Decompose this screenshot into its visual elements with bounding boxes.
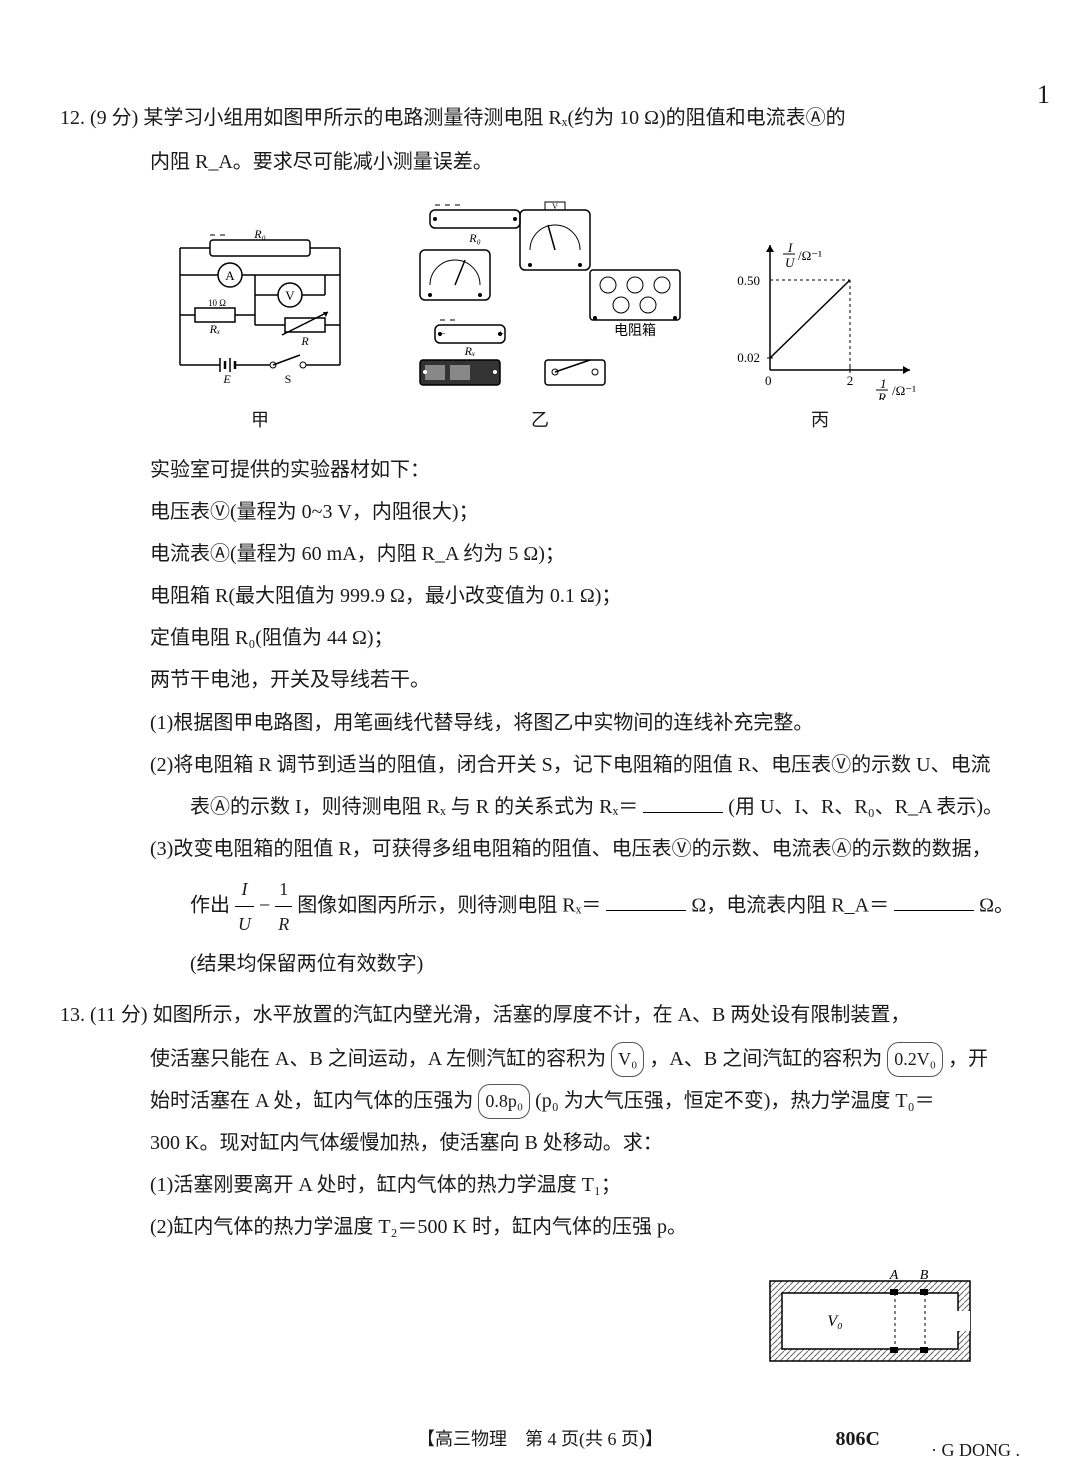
figure-b: R₀ V 电阻箱 — [390, 200, 690, 432]
q13-number: 13. — [60, 1004, 85, 1026]
blank-ra-value — [894, 891, 974, 911]
q12-intro-line2: 内阻 R_A。要求尽可能减小测量误差。 — [60, 144, 1020, 180]
sub3-text-a: 作出 — [190, 894, 235, 916]
circled-v0: V₀ — [611, 1042, 644, 1076]
svg-text:电阻箱: 电阻箱 — [614, 323, 656, 339]
figure-a: R₀ A V 10 Ω Rₓ — [160, 230, 360, 432]
svg-text:0.50: 0.50 — [737, 273, 760, 288]
footer-code: 806C — [836, 1428, 880, 1451]
q13-l3: 始时活塞在 A 处，缸内气体的压强为 0.8p₀ (p₀ 为大气压强，恒定不变)… — [60, 1083, 1020, 1119]
svg-text:V₀: V₀ — [827, 1313, 842, 1330]
svg-text:0: 0 — [765, 373, 772, 388]
q12-sub2-l2: 表Ⓐ的示数 I，则待测电阻 Rₓ 与 R 的关系式为 Rₓ＝ (用 U、I、R、… — [60, 788, 1020, 826]
q12-intro-line1: 某学习小组用如图甲所示的电路测量待测电阻 Rₓ(约为 10 Ω)的阻值和电流表Ⓐ… — [143, 107, 845, 129]
q12-sub3-l3: (结果均保留两位有效数字) — [60, 945, 1020, 983]
blank-rx-formula — [643, 793, 723, 813]
cylinder-diagram-icon: A B V₀ — [760, 1261, 980, 1371]
q12-points: (9 分) — [90, 107, 138, 129]
svg-text:R₀: R₀ — [468, 231, 481, 245]
app5: 两节干电池，开关及导线若干。 — [60, 662, 1020, 698]
q13-figure: A B V₀ — [760, 1261, 980, 1377]
svg-text:0.02: 0.02 — [737, 350, 760, 365]
svg-text:S: S — [285, 372, 292, 386]
fig-b-label: 乙 — [390, 406, 690, 432]
svg-text:Rₓ: Rₓ — [464, 344, 476, 358]
page-marker: 1 — [1037, 80, 1050, 110]
svg-text:10 Ω: 10 Ω — [208, 298, 226, 308]
q12-sub1: (1)根据图甲电路图，用笔画线代替导线，将图乙中实物间的连线补充完整。 — [60, 704, 1020, 742]
app4: 定值电阻 R₀(阻值为 44 Ω)； — [60, 620, 1020, 656]
fig-c-label: 丙 — [720, 406, 920, 432]
svg-text:E: E — [222, 372, 231, 386]
svg-text:U: U — [785, 255, 796, 270]
sub3-text-b: 图像如图丙所示，则待测电阻 Rₓ＝ — [297, 894, 601, 916]
svg-text:Rₓ: Rₓ — [209, 322, 221, 336]
app3: 电阻箱 R(最大阻值为 999.9 Ω，最小改变值为 0.1 Ω)； — [60, 578, 1020, 614]
sub2-text-b: (用 U、I、R、R₀、R_A 表示)。 — [728, 796, 1003, 818]
circled-08p0: 0.8p₀ — [478, 1084, 530, 1118]
q12-sub3-l1: (3)改变电阻箱的阻值 R，可获得多组电阻箱的阻值、电压表Ⓥ的示数、电流表Ⓐ的示… — [60, 830, 1020, 868]
circled-02v0: 0.2V₀ — [887, 1042, 943, 1076]
svg-text:B: B — [920, 1268, 929, 1283]
fig-a-label: 甲 — [160, 406, 360, 432]
sub3-text-c: Ω，电流表内阻 R_A＝ — [691, 894, 889, 916]
q12-sub2-l1: (2)将电阻箱 R 调节到适当的阻值，闭合开关 S，记下电阻箱的阻值 R、电压表… — [60, 746, 1020, 784]
content-area: 12. (9 分) 某学习小组用如图甲所示的电路测量待测电阻 Rₓ(约为 10 … — [60, 100, 1020, 1387]
physical-layout-icon: R₀ V 电阻箱 — [390, 200, 690, 400]
svg-text:V: V — [552, 202, 558, 211]
footer-right: · G DONG . — [931, 1440, 1020, 1461]
svg-text:A: A — [225, 268, 235, 283]
q13-points: (11 分) — [90, 1004, 148, 1026]
q13-l2c: ，开 — [948, 1048, 988, 1070]
apparatus-intro: 实验室可提供的实验器材如下： — [60, 452, 1020, 488]
fraction-1R: 1R — [275, 872, 292, 941]
svg-text:/Ω⁻¹: /Ω⁻¹ — [892, 383, 916, 398]
svg-text:I: I — [787, 240, 793, 255]
q13-l4: 300 K。现对缸内气体缓慢加热，使活塞向 B 处移动。求： — [60, 1125, 1020, 1161]
q13-sub1: (1)活塞刚要离开 A 处时，缸内气体的热力学温度 T₁； — [60, 1167, 1020, 1203]
svg-text:R: R — [877, 390, 886, 400]
graph-icon: I U /Ω⁻¹ 0.50 0.02 0 2 1 R /Ω⁻¹ — [720, 230, 920, 400]
q13-l3a: 始时活塞在 A 处，缸内气体的压强为 — [150, 1090, 473, 1112]
app1: 电压表Ⓥ(量程为 0~3 V，内阻很大)； — [60, 494, 1020, 530]
svg-text:V: V — [285, 288, 295, 303]
q13-l2b: ，A、B 之间汽缸的容积为 — [649, 1048, 882, 1070]
q13-l2: 使活塞只能在 A、B 之间运动，A 左侧汽缸的容积为 V₀ ，A、B 之间汽缸的… — [60, 1041, 1020, 1077]
figure-c: I U /Ω⁻¹ 0.50 0.02 0 2 1 R /Ω⁻¹ 丙 — [720, 230, 920, 432]
sub3-text-d: Ω。 — [979, 894, 1014, 916]
svg-text:A: A — [889, 1268, 899, 1283]
blank-rx-value — [606, 891, 686, 911]
q12-sub3-l2: 作出 IU − 1R 图像如图丙所示，则待测电阻 Rₓ＝ Ω，电流表内阻 R_A… — [60, 872, 1020, 941]
fraction-IU: IU — [235, 872, 254, 941]
svg-text:R₀: R₀ — [253, 230, 266, 241]
q12-number: 12. — [60, 107, 85, 129]
svg-text:/Ω⁻¹: /Ω⁻¹ — [798, 248, 822, 263]
svg-text:R: R — [300, 334, 309, 348]
q13-l3b: (p₀ 为大气压强，恒定不变)，热力学温度 T₀＝ — [535, 1090, 934, 1112]
q13-header: 13. (11 分) 如图所示，水平放置的汽缸内壁光滑，活塞的厚度不计，在 A、… — [60, 997, 1020, 1033]
q13-sub2: (2)缸内气体的热力学温度 T₂＝500 K 时，缸内气体的压强 p。 — [60, 1209, 1020, 1245]
app2: 电流表Ⓐ(量程为 60 mA，内阻 R_A 约为 5 Ω)； — [60, 536, 1020, 572]
q13-l2a: 使活塞只能在 A、B 之间运动，A 左侧汽缸的容积为 — [150, 1048, 606, 1070]
circuit-diagram-icon: R₀ A V 10 Ω Rₓ — [160, 230, 360, 400]
q12-header: 12. (9 分) 某学习小组用如图甲所示的电路测量待测电阻 Rₓ(约为 10 … — [60, 100, 1020, 136]
footer-center: 【高三物理 第 4 页(共 6 页)】 — [0, 1425, 1080, 1451]
sub2-text-a: 表Ⓐ的示数 I，则待测电阻 Rₓ 与 R 的关系式为 Rₓ＝ — [190, 796, 638, 818]
figure-row: R₀ A V 10 Ω Rₓ — [60, 200, 1020, 432]
q13-l1: 如图所示，水平放置的汽缸内壁光滑，活塞的厚度不计，在 A、B 两处设有限制装置， — [153, 1004, 911, 1026]
svg-text:2: 2 — [847, 373, 854, 388]
svg-text:1: 1 — [880, 376, 887, 391]
